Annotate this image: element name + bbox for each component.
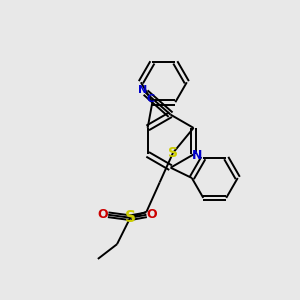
Text: O: O bbox=[98, 208, 109, 221]
Text: S: S bbox=[125, 210, 136, 225]
Text: O: O bbox=[146, 208, 157, 221]
Text: S: S bbox=[168, 146, 178, 160]
Text: N: N bbox=[192, 149, 202, 162]
Text: C: C bbox=[147, 94, 155, 104]
Text: N: N bbox=[138, 85, 147, 94]
